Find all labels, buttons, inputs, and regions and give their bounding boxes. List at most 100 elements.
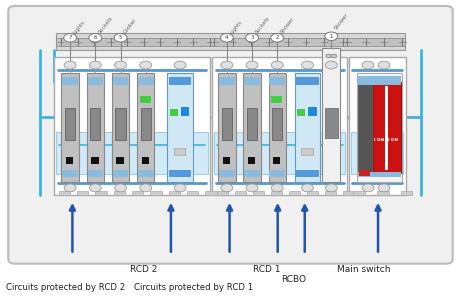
Bar — [205, 191, 217, 196]
Bar — [247, 108, 257, 140]
Text: Shower: Shower — [279, 16, 296, 35]
Bar — [170, 109, 178, 116]
Bar — [272, 108, 282, 140]
Text: Circuits protected by RCD 1: Circuits protected by RCD 1 — [134, 283, 254, 293]
Bar — [116, 108, 125, 140]
Bar — [54, 58, 210, 196]
Bar — [138, 170, 154, 177]
Text: I ON: I ON — [388, 138, 398, 142]
FancyBboxPatch shape — [8, 6, 453, 264]
Bar — [169, 77, 191, 85]
Text: 2: 2 — [276, 35, 279, 40]
Circle shape — [89, 184, 101, 192]
Circle shape — [362, 61, 374, 69]
Text: Lights: Lights — [72, 19, 86, 35]
Circle shape — [246, 184, 258, 192]
Bar — [401, 191, 413, 196]
Bar — [56, 38, 405, 46]
Bar — [353, 191, 365, 196]
Circle shape — [325, 184, 337, 192]
Text: 6: 6 — [94, 35, 97, 40]
Bar — [117, 157, 124, 164]
Bar — [273, 157, 280, 164]
Bar — [325, 191, 336, 196]
Bar — [214, 132, 345, 174]
Bar — [269, 170, 285, 177]
Bar — [56, 132, 207, 174]
Text: RCBO: RCBO — [281, 275, 306, 284]
Text: Main switch: Main switch — [337, 265, 390, 274]
Bar — [349, 58, 406, 196]
Circle shape — [325, 32, 338, 40]
Bar — [95, 191, 107, 196]
Bar — [296, 170, 319, 177]
Bar — [385, 86, 388, 170]
Bar — [114, 191, 125, 196]
Circle shape — [271, 61, 283, 69]
Circle shape — [221, 61, 233, 69]
Bar — [137, 73, 154, 182]
Bar — [308, 107, 317, 116]
Bar — [169, 170, 191, 177]
Bar — [219, 170, 235, 177]
Bar — [253, 191, 264, 196]
Bar — [88, 77, 103, 85]
Bar — [150, 191, 162, 196]
Bar — [307, 191, 318, 196]
Text: Lights: Lights — [229, 19, 243, 35]
Bar — [296, 77, 319, 85]
Text: RCD 2: RCD 2 — [130, 265, 157, 274]
Text: Cooker: Cooker — [123, 17, 138, 35]
Circle shape — [326, 54, 331, 58]
Bar — [223, 157, 230, 164]
Bar — [322, 48, 341, 182]
Bar — [351, 132, 403, 174]
Bar — [358, 76, 401, 85]
Bar — [356, 73, 402, 182]
Bar — [271, 191, 282, 196]
Circle shape — [301, 61, 313, 69]
Text: 5: 5 — [119, 35, 122, 40]
Circle shape — [246, 61, 258, 69]
Bar — [244, 170, 260, 177]
Bar — [59, 191, 70, 196]
Text: Sockets: Sockets — [254, 16, 271, 35]
Bar — [377, 191, 389, 196]
Circle shape — [140, 61, 152, 69]
Text: RCD 1: RCD 1 — [254, 265, 281, 274]
Bar — [271, 96, 282, 103]
Bar — [112, 73, 129, 182]
Bar — [66, 157, 73, 164]
Text: 3: 3 — [250, 35, 254, 40]
Text: 1: 1 — [330, 34, 333, 39]
Bar — [235, 191, 246, 196]
Bar — [359, 170, 370, 176]
Circle shape — [221, 184, 233, 192]
Bar — [56, 33, 405, 50]
Bar — [222, 108, 232, 140]
Circle shape — [64, 61, 76, 69]
Bar — [113, 77, 128, 85]
Circle shape — [64, 184, 76, 192]
Circle shape — [140, 184, 152, 192]
Circle shape — [64, 34, 77, 42]
Bar — [289, 191, 300, 196]
Bar — [373, 82, 401, 173]
Bar — [269, 77, 285, 85]
Bar — [91, 157, 99, 164]
Bar — [248, 157, 255, 164]
Bar — [295, 73, 320, 182]
Circle shape — [89, 61, 101, 69]
Bar — [141, 108, 151, 140]
Circle shape — [174, 61, 186, 69]
Bar — [244, 77, 260, 85]
Bar — [297, 109, 306, 116]
Bar — [187, 191, 198, 196]
Bar — [218, 73, 236, 182]
Circle shape — [220, 34, 233, 42]
Bar — [65, 108, 75, 140]
Circle shape — [271, 184, 283, 192]
Circle shape — [301, 184, 313, 192]
Bar — [358, 172, 401, 177]
Text: Shower: Shower — [334, 12, 349, 31]
